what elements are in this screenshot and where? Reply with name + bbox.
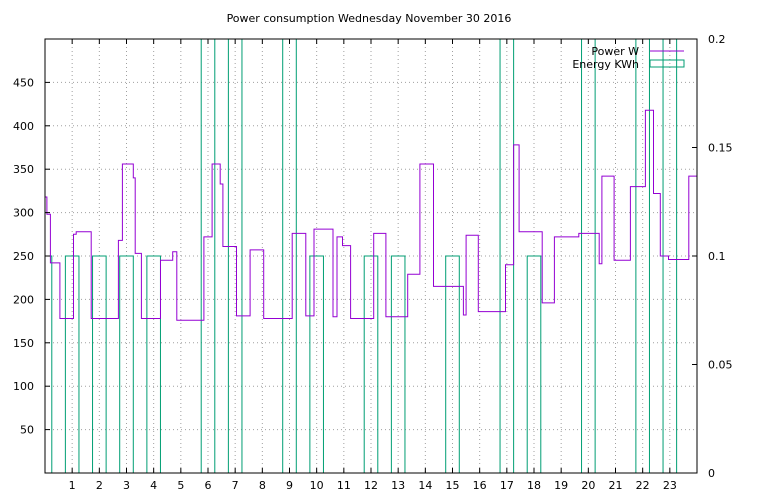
y-tick-label: 150	[13, 337, 34, 350]
x-tick-label: 2	[96, 479, 103, 492]
energy-bar	[64, 255, 80, 474]
x-tick-label: 5	[177, 479, 184, 492]
energy-bar	[526, 255, 542, 474]
x-tick-label: 3	[123, 479, 130, 492]
y-tick-label: 100	[13, 380, 34, 393]
x-tick-label: 13	[391, 479, 405, 492]
energy-bar	[445, 255, 460, 474]
x-tick-label: 4	[150, 479, 157, 492]
y-tick-label: 50	[20, 424, 34, 437]
x-tick-label: 15	[446, 479, 460, 492]
x-tick-label: 7	[232, 479, 239, 492]
x-tick-label: 14	[418, 479, 432, 492]
x-tick-label: 10	[310, 479, 324, 492]
y-tick-label: 300	[13, 207, 34, 220]
x-tick-label: 16	[473, 479, 487, 492]
x-tick-label: 1	[69, 479, 76, 492]
x-tick-label: 6	[205, 479, 212, 492]
y-tick-label: 200	[13, 293, 34, 306]
x-tick-label: 11	[337, 479, 351, 492]
x-tick-label: 9	[286, 479, 293, 492]
y2-tick-label: 0.2	[708, 33, 726, 46]
energy-bar	[309, 255, 324, 474]
x-tick-label: 23	[663, 479, 677, 492]
energy-bar	[363, 255, 379, 474]
x-tick-label: 19	[554, 479, 568, 492]
energy-bar	[92, 255, 107, 474]
y-tick-label: 350	[13, 163, 34, 176]
energy-bar	[390, 255, 406, 474]
y2-tick-label: 0.05	[708, 359, 733, 372]
grid	[45, 39, 697, 473]
power-series	[45, 109, 697, 321]
legend-label-power: Power W	[591, 45, 639, 58]
legend-swatch-energy	[649, 59, 685, 68]
y2-tick-label: 0.1	[708, 250, 726, 263]
energy-bar	[146, 255, 161, 474]
legend-label-energy: Energy KWh	[572, 58, 639, 71]
x-tick-label: 12	[364, 479, 378, 492]
chart-title: Power consumption Wednesday November 30 …	[227, 12, 512, 25]
x-tick-label: 17	[500, 479, 514, 492]
x-tick-label: 20	[581, 479, 595, 492]
energy-bar	[44, 255, 53, 474]
energy-series	[44, 38, 678, 474]
axis-ticks: 1 2 3 4 5 6 7 8 9 10 11 12 13 14 15 16 17 18 19 20 21 22 23501…	[13, 33, 733, 492]
y-tick-label: 250	[13, 250, 34, 263]
energy-bar	[119, 255, 134, 474]
y-tick-label: 400	[13, 120, 34, 133]
x-tick-label: 21	[609, 479, 623, 492]
legend: Power W Energy KWh	[572, 45, 685, 71]
power-line	[45, 109, 697, 321]
y2-tick-label: 0.15	[708, 142, 733, 155]
x-tick-label: 8	[259, 479, 266, 492]
x-tick-label: 18	[527, 479, 541, 492]
y-tick-label: 450	[13, 76, 34, 89]
x-tick-label: 22	[636, 479, 650, 492]
y2-tick-label: 0	[708, 467, 715, 480]
